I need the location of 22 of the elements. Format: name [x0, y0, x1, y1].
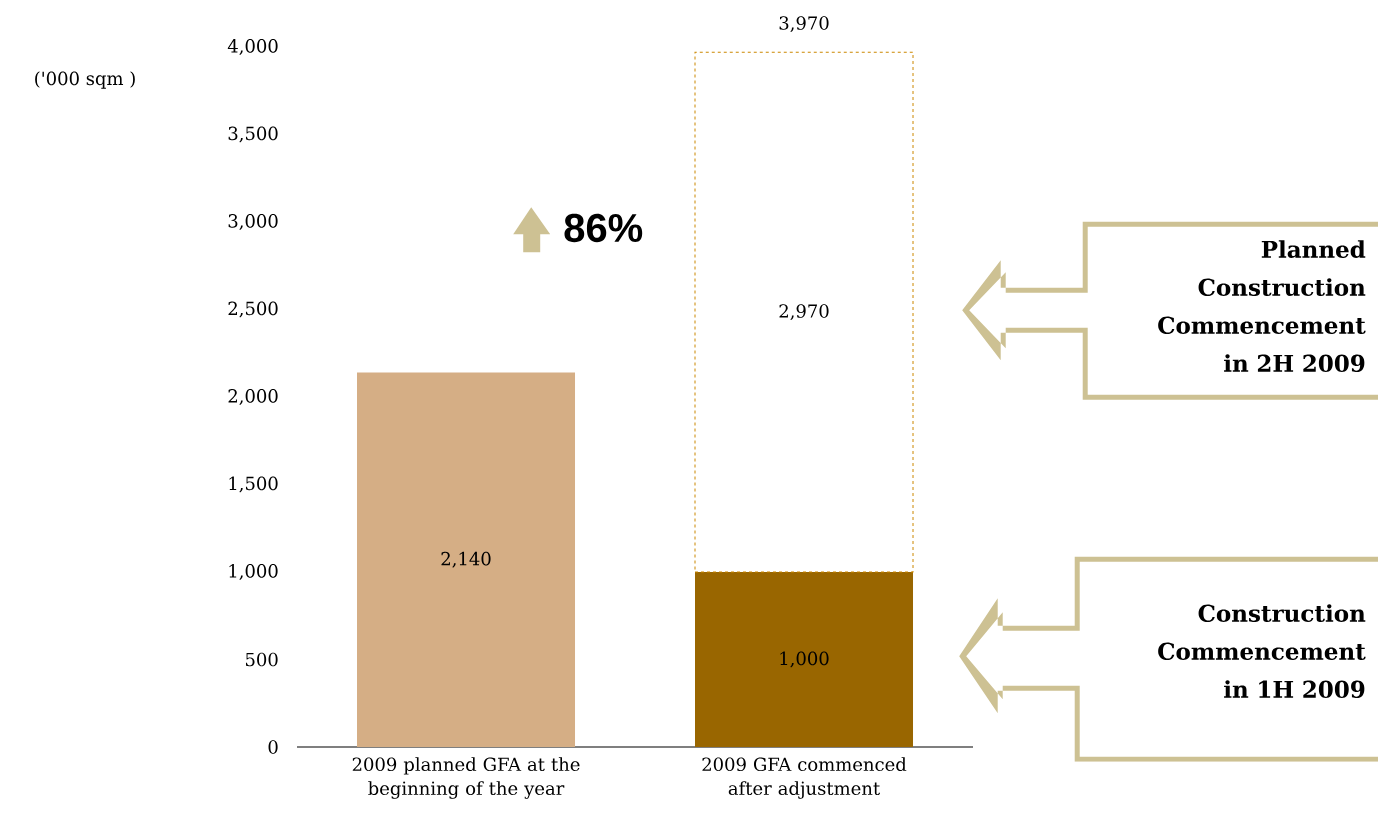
y-tick-label: 1,000 — [229, 564, 278, 580]
y-tick-label: 3,500 — [228, 126, 278, 143]
x-tick-label: 2009 GFA commenced after adjustment — [702, 757, 907, 799]
text: Planned Construction Commencement in 2H 2009 — [1158, 240, 1366, 372]
x-tick-label: 2009 planned GFA at the beginning of the year — [352, 757, 580, 799]
data-label: 1,000 — [780, 651, 829, 668]
y-tick-label: 2,500 — [228, 301, 278, 318]
data-label: 2,970 — [779, 304, 829, 321]
text: Construction Commencement in 1H 2009 — [1158, 604, 1366, 698]
bar — [357, 372, 576, 747]
data-label: 2,140 — [441, 551, 491, 568]
text: ('000 sqm ) — [35, 71, 135, 89]
y-tick-label: 4,000 — [227, 39, 278, 55]
bar — [695, 571, 914, 747]
bar — [694, 51, 914, 573]
y-tick-label: 500 — [245, 652, 278, 667]
y-tick-label: 3,000 — [228, 214, 278, 230]
annotation: 86% — [564, 213, 643, 243]
y-tick-label: 0 — [268, 740, 278, 754]
total-label: 3,970 — [779, 16, 829, 33]
y-tick-label: 1,500 — [229, 476, 278, 493]
y-tick-label: 2,000 — [228, 389, 278, 405]
